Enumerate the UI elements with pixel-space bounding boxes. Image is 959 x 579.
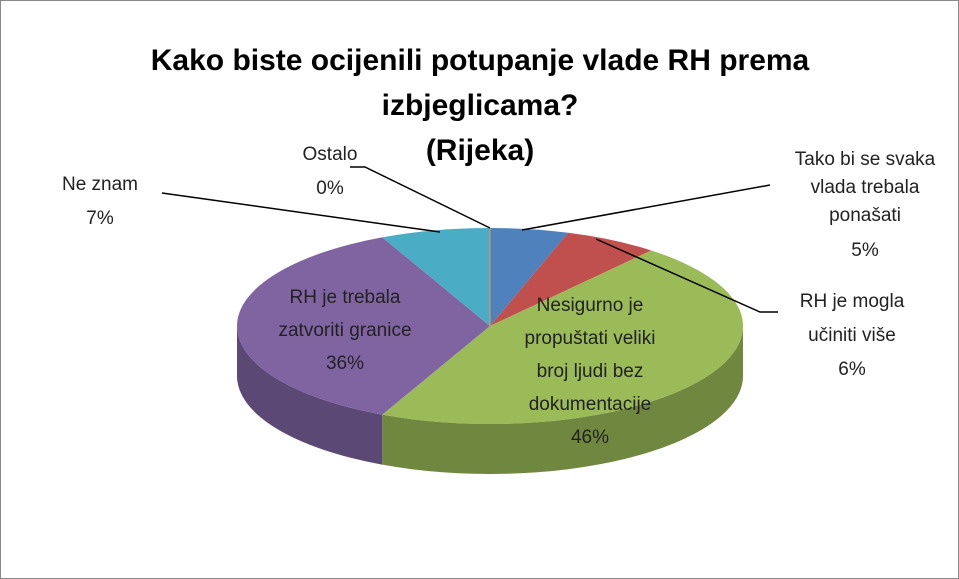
pie-side xyxy=(237,326,383,465)
pie-slice xyxy=(382,250,743,424)
category-label: Ostalo xyxy=(303,144,358,165)
value-label: 46% xyxy=(571,427,609,448)
category-label: Ne znam xyxy=(62,174,138,195)
chart-subtitle: (Rijeka) xyxy=(426,134,534,167)
value-label: 6% xyxy=(838,359,866,380)
leader-line xyxy=(595,238,778,313)
category-label: RH je trebala zatvoriti granice xyxy=(278,287,411,341)
pie-slice xyxy=(382,228,490,326)
category-label: Nesigurno je propuštati veliki broj ljudi … xyxy=(525,295,656,415)
value-label: 7% xyxy=(86,208,114,229)
pie-side xyxy=(382,326,743,475)
value-label: 0% xyxy=(316,178,344,199)
leader-line xyxy=(161,192,441,233)
value-label: 36% xyxy=(326,353,364,374)
category-label: Tako bi se svaka vlada trebala ponašati xyxy=(795,149,936,226)
pie-sides xyxy=(237,326,743,475)
value-label: 5% xyxy=(851,240,879,261)
pie-slice xyxy=(490,232,652,326)
chart-title: Kako biste ocijenili potupanje vlade RH … xyxy=(151,44,810,122)
leader-line xyxy=(350,166,491,229)
pie-slice xyxy=(490,228,569,326)
leader-line xyxy=(521,184,771,231)
category-label: RH je mogla učiniti više xyxy=(800,291,905,346)
pie-slice xyxy=(237,237,490,415)
